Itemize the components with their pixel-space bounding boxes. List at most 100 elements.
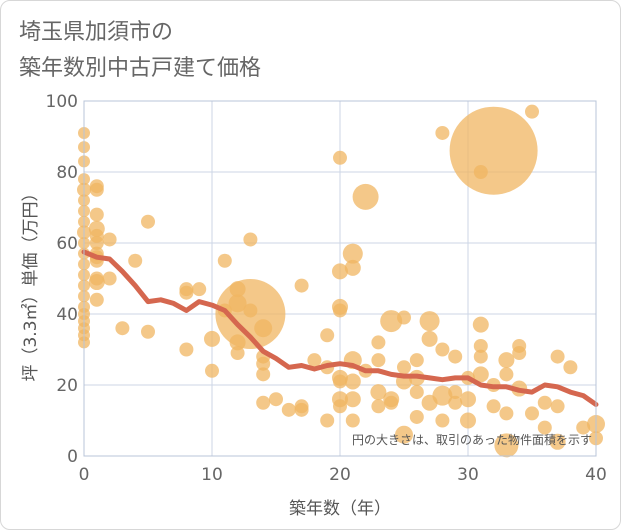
bubble-point [370,384,387,401]
bubble-point [494,433,519,458]
bubble-point [460,391,476,408]
y-tick-label: 20 [56,376,78,396]
bubble-point [499,367,514,382]
x-tick-label: 30 [457,465,479,485]
chart-title: 埼玉県加須市の 築年数別中古戸建て価格 [19,15,261,87]
bubble-point [333,374,347,389]
bubble-point [409,385,424,400]
bubble-point [409,353,424,368]
bubble-point [397,360,411,375]
bubble-point [472,316,489,333]
bubble-point [342,243,363,264]
bubble-point [205,363,219,378]
bubble-point [537,420,552,435]
bubble-point [371,335,386,350]
bubble-point [421,394,438,411]
x-axis-title: 築年数（年） [289,499,391,519]
bubble-point [435,125,450,140]
bubble-point [344,391,361,408]
bubble-point [344,259,361,276]
bubble-point [294,402,309,417]
chart-title-line-1: 埼玉県加須市の [19,20,174,45]
bubble-point [435,413,450,428]
y-tick-label: 80 [56,163,78,183]
bubble-point [229,334,246,351]
bubble-point [256,367,271,382]
bubble-point [397,310,411,325]
bubble-point [344,373,361,390]
bubble-point [549,433,566,450]
bubble-point [294,278,309,293]
bubble-series [77,104,605,458]
bubble-point [102,232,117,247]
bubble-point [141,214,155,229]
bubble-point [128,253,143,268]
bubble-point [243,232,258,247]
y-tick-label: 60 [56,234,78,254]
bubble-point [228,294,247,313]
bubble-point [486,399,501,414]
bubble-point [89,271,104,286]
average-line-series [81,249,599,407]
bubble-point [512,346,527,361]
bubble-point [89,207,104,222]
y-axis-title: 坪（3.3㎡）単価（万円） [21,184,41,381]
bubble-point [102,271,117,286]
bubble-point [192,282,207,297]
bubble-point [380,310,403,333]
bubble-point [419,311,440,332]
bubble-point [89,292,104,307]
bubble-point [345,413,360,428]
bubble-point [550,399,565,414]
bubble-point [525,406,539,421]
bubble-point [217,253,232,268]
bubble-point [204,330,220,347]
bubble-point [281,402,296,417]
bubble-point [499,406,514,421]
bubble-point [473,338,488,353]
chart-title-line-2: 築年数別中古戸建て価格 [19,56,262,81]
bubble-point [395,425,413,444]
bubble-point [537,395,552,410]
bubble-point [115,321,130,336]
tick-labels: 0 10 20 30 40 0 20 40 60 80 100 [46,92,607,485]
bubble-point [473,165,488,179]
bubble-point [460,412,476,429]
x-tick-label: 10 [201,465,223,485]
bubble-point [432,385,453,406]
plot-border [83,100,597,457]
bubble-point [472,366,489,383]
bubble-point [179,342,194,357]
bubble-point [254,319,273,338]
bubble-point [421,330,438,347]
bubble-point [256,395,271,410]
bubble-point [333,399,347,414]
bubble-point [448,395,463,410]
bubble-point [448,349,463,364]
bubble-point [371,353,386,368]
bubble-point [243,303,258,318]
y-tick-label: 0 [67,447,78,467]
bubble-point [179,285,194,300]
bubble-point [307,353,322,368]
bubble-point [525,104,539,119]
bubble-point [141,324,155,339]
bubble-point [550,349,565,364]
bubble-point [371,399,386,414]
bubble-point [333,303,347,318]
bubble-point [269,392,283,407]
bubble-point [435,342,450,357]
x-tick-label: 20 [329,465,351,485]
bubble-point [320,328,335,343]
average-line [81,249,599,407]
x-tick-label: 40 [585,465,607,485]
x-tick-label: 0 [79,465,90,485]
bubble-point [473,349,488,364]
bubble-point [89,236,104,250]
bubble-point [352,183,379,210]
bubble-point [448,385,463,400]
bubble-point [384,395,399,410]
bubble-point [409,409,424,424]
bubble-point [449,106,538,195]
size-annotation: 円の大きさは、取引のあった物件面積を示す [352,432,592,447]
